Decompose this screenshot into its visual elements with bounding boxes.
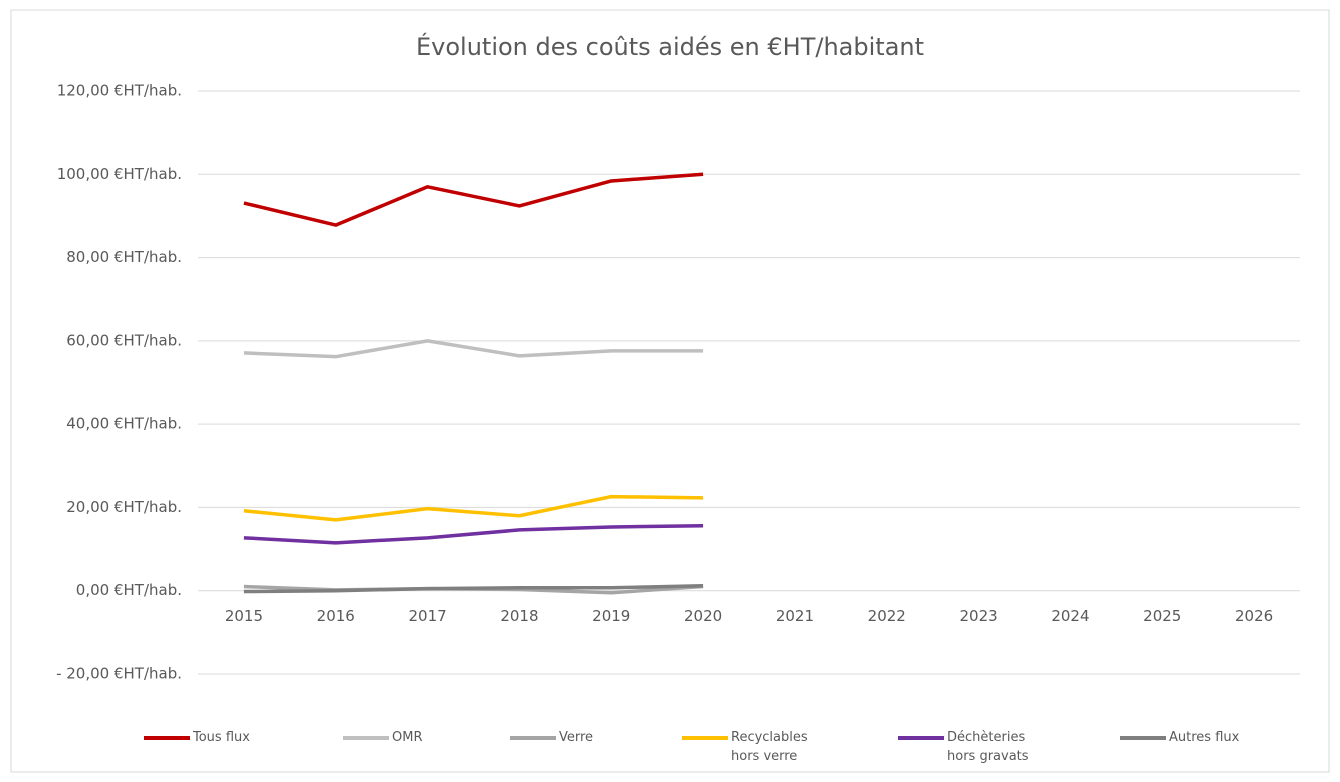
x-tick-label: 2020 bbox=[684, 607, 722, 625]
y-tick-label: 120,00 €HT/hab. bbox=[57, 82, 182, 100]
series-line bbox=[243, 524, 704, 545]
x-tick-label: 2016 bbox=[317, 607, 355, 625]
legend-label: Déchèteries hors gravats bbox=[947, 730, 1029, 764]
series-line bbox=[243, 494, 704, 522]
legend-swatch bbox=[682, 736, 728, 740]
x-tick-label: 2026 bbox=[1235, 607, 1273, 625]
x-tick-label: 2015 bbox=[225, 607, 263, 625]
series-line bbox=[243, 583, 704, 594]
x-tick-label: 2023 bbox=[959, 607, 997, 625]
legend-item: Recyclables hors verre bbox=[682, 728, 831, 766]
chart-title: Évolution des coûts aidés en €HT/habitan… bbox=[416, 32, 924, 61]
legend-label: Tous flux bbox=[193, 730, 250, 745]
legend-swatch bbox=[1120, 736, 1166, 740]
legend-item: Tous flux bbox=[144, 728, 250, 747]
legend-swatch bbox=[343, 736, 389, 740]
legend-item: Autres flux bbox=[1120, 728, 1239, 747]
legend-swatch bbox=[510, 736, 556, 740]
y-tick-label: 80,00 €HT/hab. bbox=[66, 248, 182, 266]
x-tick-label: 2019 bbox=[592, 607, 630, 625]
y-tick-label: 100,00 €HT/hab. bbox=[57, 165, 182, 183]
x-tick-label: 2022 bbox=[868, 607, 906, 625]
series-line bbox=[243, 339, 704, 359]
legend-item: Verre bbox=[510, 728, 593, 747]
legend-label: Recyclables hors verre bbox=[731, 730, 808, 764]
legend-label: OMR bbox=[392, 730, 423, 745]
x-tick-label: 2018 bbox=[500, 607, 538, 625]
y-tick-label: 0,00 €HT/hab. bbox=[76, 581, 182, 599]
legend-item: Déchèteries hors gravats bbox=[898, 728, 1047, 766]
chart-border bbox=[10, 9, 1330, 773]
legend-swatch bbox=[144, 736, 190, 740]
y-tick-label: - 20,00 €HT/hab. bbox=[56, 665, 182, 683]
series-line bbox=[243, 172, 704, 227]
legend-label: Verre bbox=[559, 730, 594, 745]
legend-label: Autres flux bbox=[1169, 730, 1240, 745]
legend-swatch bbox=[898, 736, 944, 740]
y-tick-label: 60,00 €HT/hab. bbox=[66, 331, 182, 349]
x-tick-label: 2024 bbox=[1051, 607, 1089, 625]
x-tick-label: 2025 bbox=[1143, 607, 1181, 625]
x-tick-label: 2021 bbox=[776, 607, 814, 625]
x-tick-label: 2017 bbox=[408, 607, 446, 625]
y-tick-label: 40,00 €HT/hab. bbox=[66, 415, 182, 433]
y-tick-label: 20,00 €HT/hab. bbox=[66, 498, 182, 516]
legend-item: OMR bbox=[343, 728, 422, 747]
